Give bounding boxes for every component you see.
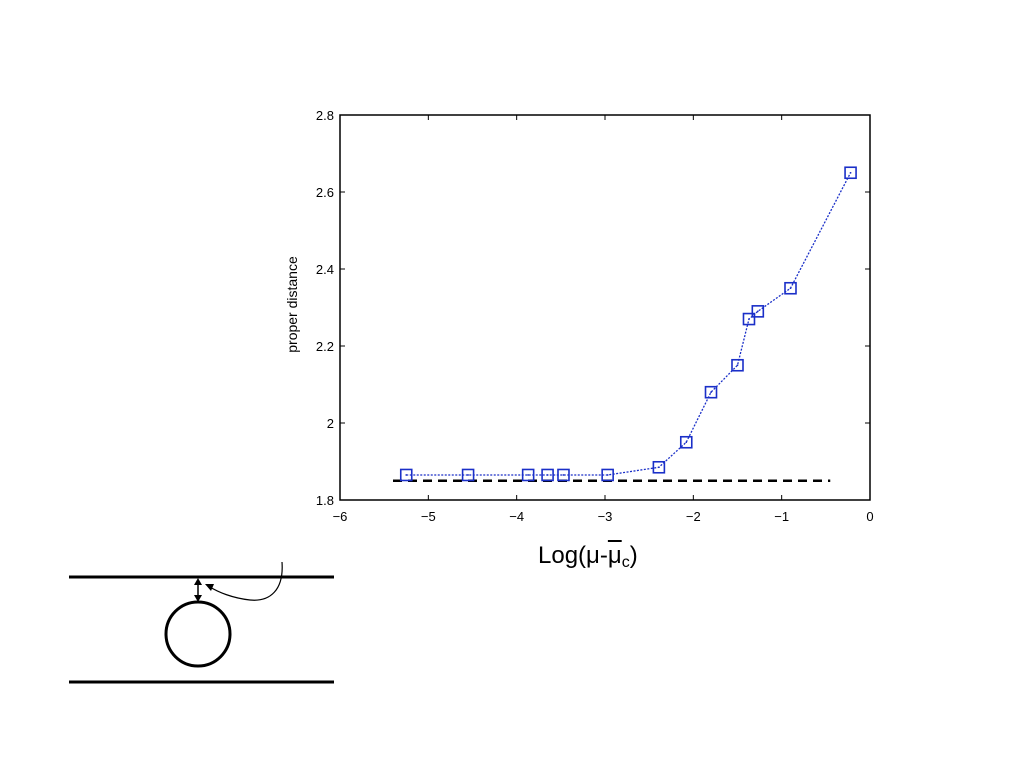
plot-layer: −6 −5 −4 −3 −2 −1 0 1.8 2 2.2 2.4 2.6 2.8 proper dist… bbox=[284, 108, 874, 524]
data-point-marker bbox=[541, 468, 554, 482]
x-tick-label: −4 bbox=[509, 509, 524, 524]
data-point-center bbox=[606, 474, 609, 476]
x-axis-label-mu: μ bbox=[586, 542, 600, 569]
data-point-center bbox=[546, 474, 549, 476]
data-point-center bbox=[467, 474, 469, 476]
gap-double-arrow-icon bbox=[194, 578, 202, 602]
data-point-center bbox=[736, 364, 739, 366]
data-point-center bbox=[748, 318, 750, 320]
y-tick-label: 1.8 bbox=[316, 493, 334, 508]
data-point-marker bbox=[521, 468, 535, 482]
x-axis-label-suffix: ) bbox=[629, 542, 638, 569]
x-tick-label: −6 bbox=[333, 509, 348, 524]
data-point-center bbox=[562, 474, 565, 476]
data-point-center bbox=[710, 391, 712, 393]
data-point-marker bbox=[742, 312, 756, 326]
data-point-marker bbox=[704, 385, 718, 399]
data-point-marker bbox=[731, 358, 744, 372]
data-point-marker bbox=[461, 468, 475, 482]
data-point-marker bbox=[679, 435, 693, 449]
data-point-center bbox=[405, 474, 407, 476]
data-point-marker bbox=[399, 468, 413, 482]
y-tick-label: 2.6 bbox=[316, 185, 334, 200]
data-point-center bbox=[527, 474, 529, 476]
x-tick-label: −3 bbox=[598, 509, 613, 524]
series-line bbox=[406, 172, 852, 476]
data-point-marker bbox=[557, 468, 570, 482]
x-axis-label-dash: - bbox=[599, 542, 608, 569]
x-tick-label: −1 bbox=[774, 509, 789, 524]
data-point-marker bbox=[784, 281, 797, 295]
x-axis-label-subscript: c bbox=[621, 554, 630, 571]
data-point-center bbox=[757, 310, 759, 313]
y-tick-label: 2.8 bbox=[316, 108, 334, 123]
x-axis-label: Log(μ-μc) bbox=[538, 544, 638, 571]
y-tick-label: 2.4 bbox=[316, 262, 334, 277]
data-point-marker bbox=[844, 166, 857, 180]
x-tick-label: −5 bbox=[421, 509, 436, 524]
data-point-center bbox=[658, 466, 660, 469]
x-tick-label: 0 bbox=[866, 509, 873, 524]
x-tick-label: −2 bbox=[686, 509, 701, 524]
pointer-arrow-icon bbox=[205, 561, 283, 601]
y-axis-label: proper distance bbox=[284, 256, 300, 353]
data-point-marker bbox=[751, 305, 765, 318]
sphere-circle bbox=[164, 600, 232, 668]
data-point-center bbox=[685, 441, 688, 443]
data-point-marker bbox=[652, 460, 666, 474]
y-tick-label: 2 bbox=[327, 416, 334, 431]
y-tick-label: 2.2 bbox=[316, 339, 334, 354]
x-axis-label-prefix: Log( bbox=[538, 542, 587, 569]
data-point-marker bbox=[601, 468, 614, 482]
data-point-center bbox=[849, 172, 852, 174]
data-point-center bbox=[789, 287, 792, 289]
x-axis-label-mu-bar: μ bbox=[607, 542, 622, 569]
